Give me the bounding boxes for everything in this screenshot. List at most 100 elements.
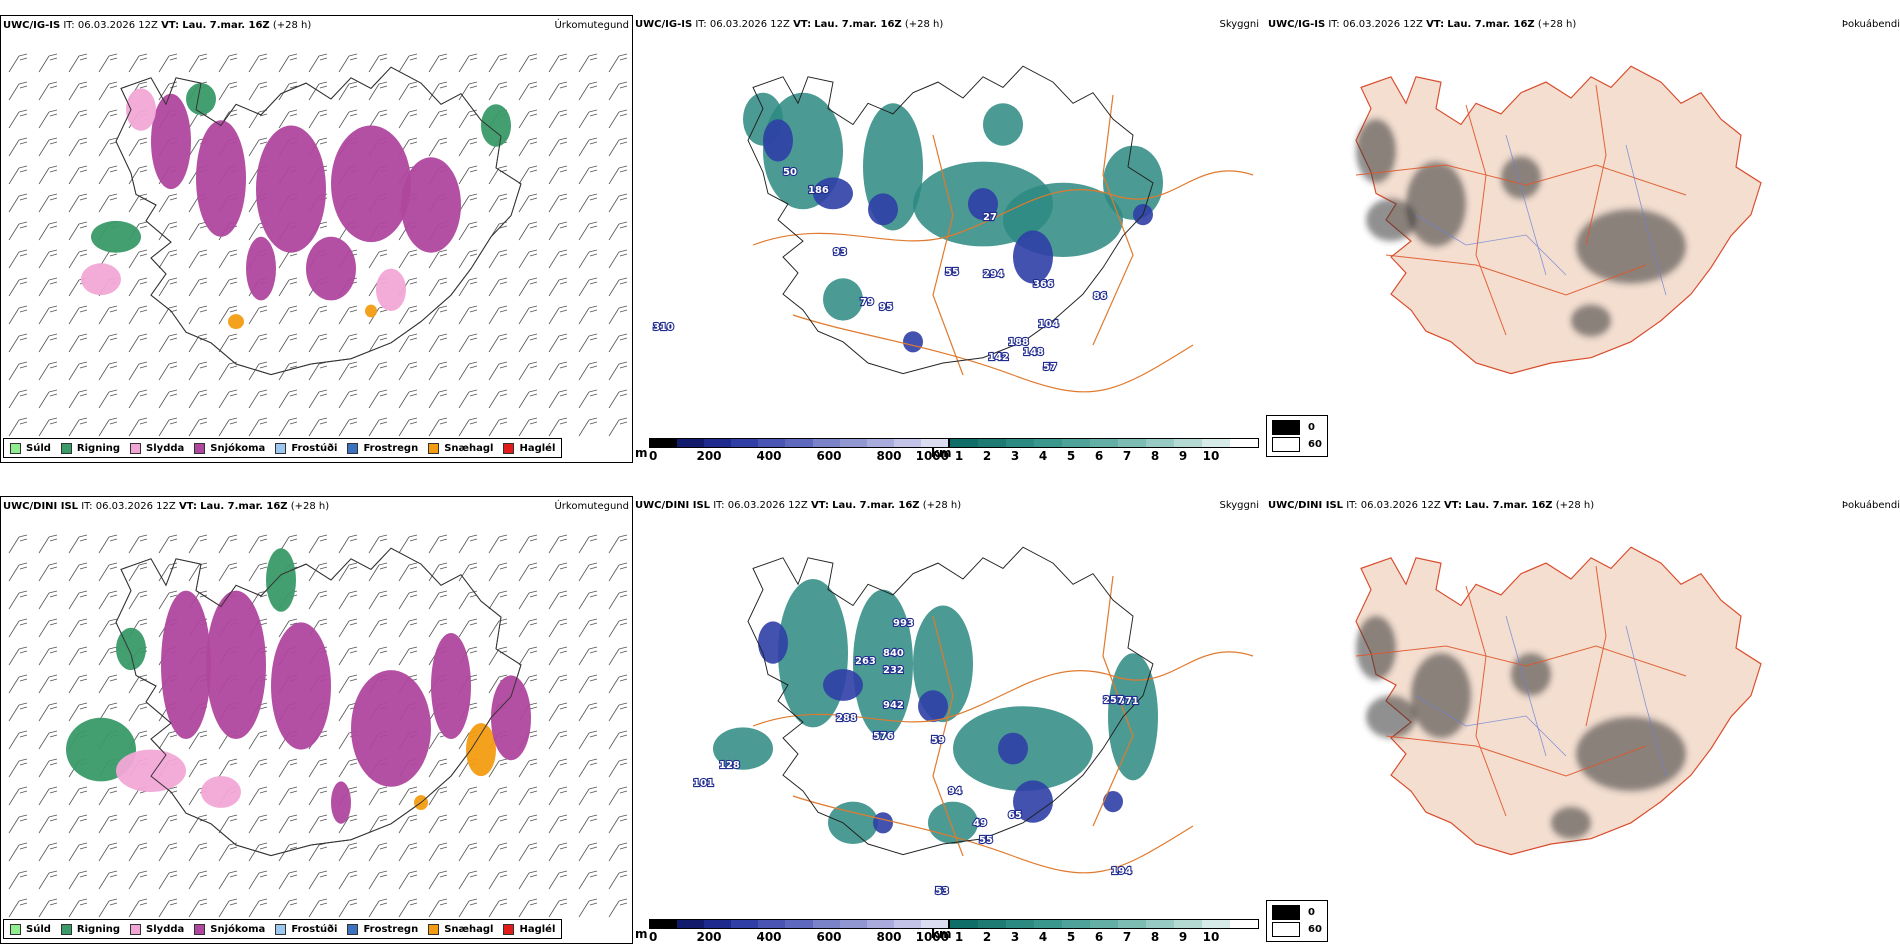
colorbar-tick: 200 <box>696 449 722 463</box>
height-label: 128 <box>719 760 740 771</box>
valid-time-value: Lau. 7.mar. 16Z <box>832 500 920 511</box>
colorbar-tick: 200 <box>696 930 722 944</box>
model-name: UWC/IG-IS <box>1268 19 1326 30</box>
visibility-panel: 50 186 93 55 294 366 104 188 148 142 57 86 310 27 79 95… <box>633 15 1266 463</box>
legend-swatch <box>347 442 359 454</box>
visibility-panel: 993 840 263 232 942 288 576 59 94 49 65 55 101 128 53 3… <box>633 496 1266 944</box>
legend-label: Frostúði <box>291 442 338 454</box>
distance-colorbar: km 1 2 3 4 5 6 7 8 9 10 <box>931 919 1259 944</box>
init-time-value: 06.03.2026 12Z <box>1342 19 1423 30</box>
valid-time-label: VT: <box>161 20 180 31</box>
legend-item: Rigning <box>60 923 120 935</box>
height-label: 53 <box>935 886 949 897</box>
legend-swatch <box>503 442 515 454</box>
fog-map <box>1355 65 1762 375</box>
distance-colorbar: km 1 2 3 4 5 6 7 8 9 10 <box>931 438 1259 463</box>
colorbar-tick: 5 <box>1066 449 1076 463</box>
height-label: 49 <box>973 818 987 829</box>
legend-item: Súld <box>10 442 51 454</box>
height-label: 288 <box>836 713 857 724</box>
panel-header: UWC/IG-IS IT: 06.03.2026 12Z VT: Lau. 7.… <box>635 19 943 30</box>
colorbar-tick: 6 <box>1094 449 1104 463</box>
legend-label: Haglél <box>519 923 556 935</box>
legend-item: Snæhagl <box>428 923 493 935</box>
coastline <box>115 547 522 857</box>
panel-title: Þokuábendi <box>1841 19 1900 30</box>
colorbar-tick: 600 <box>816 449 842 463</box>
legend-label: Frostregn <box>363 442 419 454</box>
panel-header: UWC/IG-IS IT: 06.03.2026 12Z VT: Lau. 7.… <box>3 20 311 31</box>
init-time-label: IT: <box>1346 500 1358 511</box>
height-label: 840 <box>883 648 904 659</box>
legend-item: Haglél <box>503 923 556 935</box>
precip-map <box>8 534 628 918</box>
fog-legend-swatch <box>1272 905 1300 920</box>
valid-time-value: Lau. 7.mar. 16Z <box>200 501 288 512</box>
fog-index-panel: UWC/IG-IS IT: 06.03.2026 12Z VT: Lau. 7.… <box>1266 15 1900 463</box>
panel-title: Þokuábendi <box>1841 500 1900 511</box>
valid-time-value: Lau. 7.mar. 16Z <box>1465 500 1553 511</box>
lead-time: (+28 h) <box>290 501 330 512</box>
colorbar-tick: 400 <box>756 449 782 463</box>
valid-time-label: VT: <box>178 501 197 512</box>
precip-legend: Súld Rigning Slydda Snjókoma Frostúði Frostre… <box>3 919 563 939</box>
precip-type-panel: UWC/IG-IS IT: 06.03.2026 12Z VT: Lau. 7.… <box>0 15 633 463</box>
colorbar-tick: 3 <box>1010 930 1020 944</box>
legend-swatch <box>194 442 206 454</box>
model-name: UWC/IG-IS <box>635 19 693 30</box>
height-label: 257 <box>1103 695 1124 706</box>
colorbar-tick: 600 <box>816 930 842 944</box>
height-label: 55 <box>979 835 993 846</box>
init-time-value: 06.03.2026 12Z <box>77 20 158 31</box>
init-time-value: 06.03.2026 12Z <box>95 501 176 512</box>
height-label: 86 <box>1093 291 1107 302</box>
height-label: 148 <box>1023 347 1044 358</box>
legend-swatch <box>275 923 287 935</box>
colorbar-tick: 1 <box>954 930 964 944</box>
height-label: 79 <box>860 297 874 308</box>
colorbar-tick: 7 <box>1122 449 1132 463</box>
height-label: 101 <box>693 778 714 789</box>
panel-title: Skyggni <box>1219 19 1259 30</box>
init-time-label: IT: <box>1328 19 1340 30</box>
init-time-label: IT: <box>81 501 93 512</box>
legend-swatch <box>10 442 21 454</box>
fog-legend-item: 60 <box>1272 436 1322 453</box>
colorbar-tick: 6 <box>1094 930 1104 944</box>
height-label: 294 <box>983 269 1004 280</box>
height-label: 94 <box>948 786 962 797</box>
init-time-value: 06.03.2026 12Z <box>727 500 808 511</box>
height-label: 186 <box>808 185 829 196</box>
coastline <box>1355 65 1762 375</box>
lead-time: (+28 h) <box>922 500 962 511</box>
lead-time: (+28 h) <box>904 19 944 30</box>
model-name: UWC/DINI ISL <box>3 501 79 512</box>
coastline <box>747 65 1154 375</box>
colorbar-tick: 5 <box>1066 930 1076 944</box>
height-label: 576 <box>873 731 894 742</box>
valid-time-label: VT: <box>1426 19 1445 30</box>
precip-map <box>8 53 628 437</box>
height-label: 993 <box>893 618 914 629</box>
height-label: 55 <box>945 267 959 278</box>
colorbar-tick: 1000 <box>915 930 949 944</box>
valid-time-label: VT: <box>810 500 829 511</box>
colorbar-tick: 9 <box>1178 930 1188 944</box>
legend-swatch <box>275 442 287 454</box>
legend-swatch <box>60 923 72 935</box>
height-label: 142 <box>988 352 1009 363</box>
colorbar-tick: 2 <box>982 930 992 944</box>
init-time-value: 06.03.2026 12Z <box>1360 500 1441 511</box>
legend-swatch <box>503 923 515 935</box>
fog-legend-label: 0 <box>1308 907 1315 918</box>
fog-index-panel: UWC/DINI ISL IT: 06.03.2026 12Z VT: Lau.… <box>1266 496 1900 944</box>
legend-item: Slydda <box>130 923 184 935</box>
colorbar-tick: 7 <box>1122 930 1132 944</box>
valid-time-label: VT: <box>793 19 812 30</box>
lead-time: (+28 h) <box>1537 19 1577 30</box>
legend-item: Haglél <box>503 442 555 454</box>
fog-legend-swatch <box>1272 420 1300 435</box>
fog-legend-label: 60 <box>1308 924 1322 935</box>
legend-item: Súld <box>10 923 51 935</box>
height-label: 65 <box>1008 810 1022 821</box>
